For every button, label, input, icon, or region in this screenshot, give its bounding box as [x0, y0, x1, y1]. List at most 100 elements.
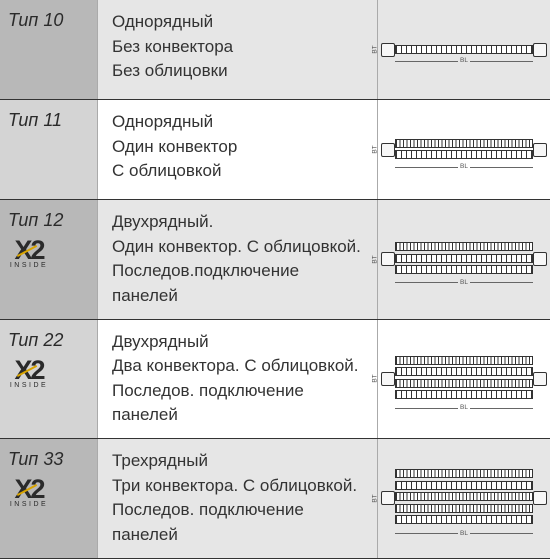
radiator-diagram: BTBL — [385, 139, 543, 161]
radiator-type-table: Тип 10ОднорядныйБез конвектораБез облицо… — [0, 0, 550, 559]
bl-dimension: BL — [395, 529, 533, 537]
description-line: Последов.подключение панелей — [112, 259, 367, 308]
bt-label: BT — [372, 255, 379, 263]
plain-panel — [395, 515, 533, 524]
description-cell: ОднорядныйОдин конвекторС облицовкой — [98, 100, 378, 199]
description-line: Без конвектора — [112, 35, 367, 60]
bl-dimension: BL — [395, 163, 533, 171]
radiator-diagram: BTBL — [385, 45, 543, 55]
x2-logo: X2 — [14, 476, 43, 503]
end-fitting-left — [381, 43, 395, 57]
bl-dimension: BL — [395, 57, 533, 65]
convector-panel — [395, 492, 533, 501]
type-cell: Тип 33 X2INSIDE — [0, 439, 98, 558]
description-line: Один конвектор — [112, 135, 367, 160]
type-label: Тип 10 — [8, 10, 63, 31]
type-label: Тип 11 — [8, 110, 62, 131]
end-fitting-right — [533, 143, 547, 157]
diagram-cell: BTBL — [378, 100, 550, 199]
end-fitting-right — [533, 252, 547, 266]
plain-panel — [395, 150, 533, 159]
bl-label: BL — [458, 279, 470, 286]
plain-panel — [395, 367, 533, 376]
plain-panel — [395, 254, 533, 263]
type-label: Тип 12 — [8, 210, 63, 231]
diagram-cell: BTBL — [378, 0, 550, 99]
x2-logo: X2 — [14, 237, 43, 264]
table-row: Тип 12 X2INSIDE Двухрядный.Один конвектор.… — [0, 200, 550, 320]
x2-logo: X2 — [14, 357, 43, 384]
plain-panel — [395, 265, 533, 274]
bt-dimension: BT — [371, 469, 379, 527]
end-fitting-left — [381, 252, 395, 266]
radiator-diagram: BTBL — [385, 356, 543, 402]
panel-stack — [395, 356, 533, 400]
convector-panel — [395, 242, 533, 251]
panel-stack — [395, 45, 533, 54]
bl-label: BL — [458, 530, 470, 537]
bt-label: BT — [372, 45, 379, 53]
description-line: Трехрядный — [112, 449, 367, 474]
bt-label: BT — [372, 375, 379, 383]
description-line: Три конвектора. С облицовкой. — [112, 474, 367, 499]
description-cell: ДвухрядныйДва конвектора. С облицовкой.П… — [98, 320, 378, 439]
convector-panel — [395, 379, 533, 388]
type-label: Тип 33 — [8, 449, 63, 470]
type-cell: Тип 11 — [0, 100, 98, 199]
end-fitting-left — [381, 143, 395, 157]
table-row: Тип 33 X2INSIDE ТрехрядныйТри конвектора. … — [0, 439, 550, 559]
description-line: Один конвектор. С облицовкой. — [112, 235, 367, 260]
convector-panel — [395, 139, 533, 148]
description-line: Двухрядный. — [112, 210, 367, 235]
description-line: Двухрядный — [112, 330, 367, 355]
description-cell: Двухрядный.Один конвектор. С облицовкой.… — [98, 200, 378, 319]
bl-dimension: BL — [395, 404, 533, 412]
x2-inside-badge: X2INSIDE — [8, 476, 50, 508]
description-line: Однорядный — [112, 110, 367, 135]
diagram-cell: BTBL — [378, 320, 550, 439]
bl-label: BL — [458, 163, 470, 170]
end-fitting-right — [533, 491, 547, 505]
x2-inside-badge: X2INSIDE — [8, 237, 50, 269]
table-row: Тип 10 ОднорядныйБез конвектораБез облицо… — [0, 0, 550, 100]
type-cell: Тип 12 X2INSIDE — [0, 200, 98, 319]
bt-label: BT — [372, 145, 379, 153]
bl-dimension: BL — [395, 278, 533, 286]
panel-stack — [395, 242, 533, 274]
diagram-cell: BTBL — [378, 439, 550, 558]
end-fitting-left — [381, 491, 395, 505]
end-fitting-right — [533, 372, 547, 386]
convector-panel — [395, 469, 533, 478]
convector-panel — [395, 356, 533, 365]
bt-dimension: BT — [371, 45, 379, 55]
type-label: Тип 22 — [8, 330, 63, 351]
radiator-diagram: BTBL — [385, 469, 543, 527]
table-row: Тип 11 ОднорядныйОдин конвекторС облицовк… — [0, 100, 550, 200]
description-line: Без облицовки — [112, 59, 367, 84]
x2-inside-badge: X2INSIDE — [8, 357, 50, 389]
plain-panel — [395, 390, 533, 399]
bl-label: BL — [458, 57, 470, 64]
description-cell: ТрехрядныйТри конвектора. С облицовкой.П… — [98, 439, 378, 558]
description-line: Два конвектора. С облицовкой. — [112, 354, 367, 379]
convector-panel — [395, 504, 533, 513]
bt-dimension: BT — [371, 139, 379, 161]
description-cell: ОднорядныйБез конвектораБез облицовки — [98, 0, 378, 99]
description-line: Однорядный — [112, 10, 367, 35]
radiator-diagram: BTBL — [385, 242, 543, 276]
bt-label: BT — [372, 494, 379, 502]
type-cell: Тип 10 — [0, 0, 98, 99]
table-row: Тип 22 X2INSIDE ДвухрядныйДва конвектора. … — [0, 320, 550, 440]
bt-dimension: BT — [371, 242, 379, 276]
description-line: Последов. подключение панелей — [112, 379, 367, 428]
panel-stack — [395, 139, 533, 160]
plain-panel — [395, 481, 533, 490]
description-line: С облицовкой — [112, 159, 367, 184]
bl-label: BL — [458, 404, 470, 411]
end-fitting-left — [381, 372, 395, 386]
diagram-cell: BTBL — [378, 200, 550, 319]
panel-stack — [395, 469, 533, 524]
description-line: Последов. подключение панелей — [112, 498, 367, 547]
type-cell: Тип 22 X2INSIDE — [0, 320, 98, 439]
plain-panel — [395, 45, 533, 54]
